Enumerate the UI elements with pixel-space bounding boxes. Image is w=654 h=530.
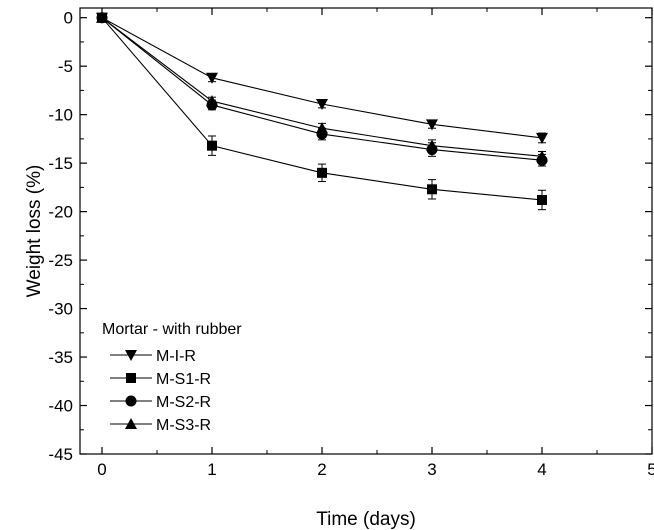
axes: 0 1 2 3 4 5 0 -5 -10 -15 -20 -25 -30 -35 -40 -45 xyxy=(48,8,654,479)
y-tick-label: -45 xyxy=(48,445,73,464)
legend-title: Mortar - with rubber xyxy=(102,321,242,338)
y-tick-label: -20 xyxy=(48,203,73,222)
series-m-s2-r xyxy=(96,12,548,167)
series-layer xyxy=(96,11,548,211)
x-tick-label: 4 xyxy=(537,460,546,479)
x-axis-title: Time (days) xyxy=(316,509,416,530)
data-point xyxy=(96,11,108,23)
data-point xyxy=(317,167,327,178)
data-point xyxy=(316,122,328,134)
data-point xyxy=(125,350,137,361)
y-tick-label: -15 xyxy=(48,154,73,173)
x-tick-label: 3 xyxy=(427,460,436,479)
y-tick-label: -30 xyxy=(48,300,73,319)
legend-label: M-S2-R xyxy=(156,394,211,411)
data-point xyxy=(207,140,217,151)
y-tick-label: -5 xyxy=(58,57,73,76)
legend-label: M-I-R xyxy=(156,348,196,365)
data-point xyxy=(206,72,218,84)
y-tick-label: -40 xyxy=(48,397,73,416)
legend-label: M-S3-R xyxy=(156,417,211,434)
series-m-s1-r xyxy=(97,12,547,211)
data-point xyxy=(427,184,437,195)
data-point xyxy=(125,395,137,407)
y-tick-label: -35 xyxy=(48,348,73,367)
x-tick-label: 1 xyxy=(207,460,216,479)
legend: Mortar - with rubber M-I-R M-S1-R M-S2-R M-S… xyxy=(102,321,242,434)
y-axis-title: Weight loss (%) xyxy=(24,165,45,298)
y-tick-label: -25 xyxy=(48,251,73,270)
data-point xyxy=(125,418,137,429)
data-point xyxy=(126,373,136,383)
series-m-s3-r xyxy=(96,11,548,162)
data-point xyxy=(426,119,438,131)
data-point xyxy=(536,150,548,162)
y-tick-label: -10 xyxy=(48,106,73,125)
data-point xyxy=(206,95,218,107)
data-point xyxy=(536,132,548,144)
plot-frame xyxy=(79,7,653,455)
x-tick-label: 2 xyxy=(317,460,326,479)
series-line xyxy=(101,17,543,139)
data-point xyxy=(537,194,547,205)
y-tick-label: 0 xyxy=(64,9,73,28)
x-tick-label: 5 xyxy=(647,460,654,479)
data-point xyxy=(316,98,328,110)
x-tick-label: 0 xyxy=(97,460,106,479)
data-point xyxy=(426,139,438,151)
legend-label: M-S1-R xyxy=(156,371,211,388)
